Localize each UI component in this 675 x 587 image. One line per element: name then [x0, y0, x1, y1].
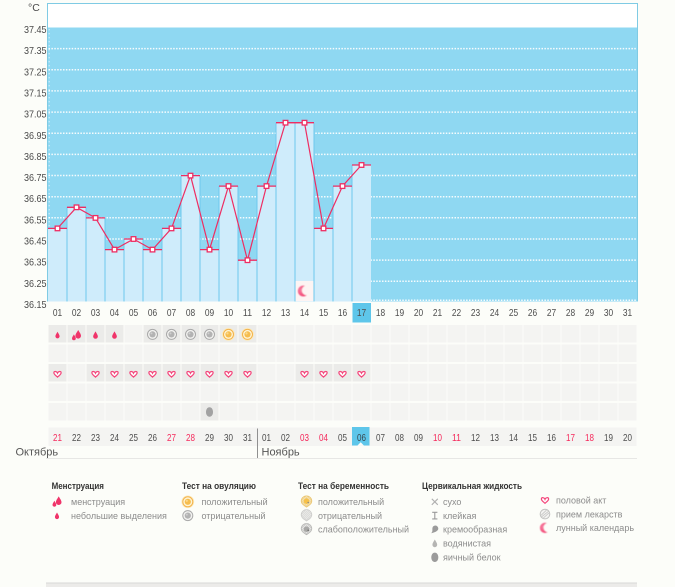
svg-text:07: 07 [376, 433, 385, 444]
svg-text:14: 14 [300, 308, 310, 319]
svg-text:17: 17 [566, 433, 575, 444]
svg-text:19: 19 [395, 308, 405, 319]
svg-text:28: 28 [186, 433, 195, 444]
svg-text:клейкая: клейкая [443, 511, 476, 521]
svg-text:36.95: 36.95 [24, 131, 47, 142]
svg-text:36.35: 36.35 [24, 258, 47, 269]
svg-text:05: 05 [338, 433, 347, 444]
svg-text:21: 21 [433, 308, 443, 319]
svg-text:12: 12 [262, 308, 272, 319]
svg-text:Тест на беременность: Тест на беременность [298, 481, 389, 491]
svg-text:29: 29 [205, 433, 214, 444]
svg-text:лунный календарь: лунный календарь [556, 523, 634, 533]
svg-text:26: 26 [528, 308, 538, 319]
svg-text:11: 11 [452, 433, 461, 444]
svg-text:15: 15 [528, 433, 537, 444]
svg-text:отрицательный: отрицательный [202, 511, 266, 521]
svg-text:10: 10 [433, 433, 442, 444]
svg-text:25: 25 [129, 433, 138, 444]
svg-text:13: 13 [490, 433, 499, 444]
svg-text:08: 08 [186, 308, 196, 319]
svg-text:отрицательный: отрицательный [318, 511, 382, 521]
svg-text:22: 22 [72, 433, 81, 444]
svg-text:21: 21 [53, 433, 62, 444]
svg-text:25: 25 [509, 308, 519, 319]
svg-text:23: 23 [471, 308, 481, 319]
svg-text:27: 27 [547, 308, 557, 319]
svg-text:Цервикальная жидкость: Цервикальная жидкость [422, 481, 522, 491]
svg-text:яичный белок: яичный белок [443, 552, 501, 562]
svg-text:37.35: 37.35 [24, 46, 47, 57]
svg-text:31: 31 [623, 308, 633, 319]
svg-text:24: 24 [490, 308, 500, 319]
svg-text:24: 24 [110, 433, 119, 444]
svg-text:06: 06 [148, 308, 158, 319]
svg-text:03: 03 [91, 308, 101, 319]
svg-text:02: 02 [281, 433, 290, 444]
svg-text:27: 27 [167, 433, 176, 444]
svg-text:36.45: 36.45 [24, 237, 47, 248]
svg-text:02: 02 [72, 308, 82, 319]
svg-text:09: 09 [414, 433, 423, 444]
svg-text:15: 15 [319, 308, 329, 319]
svg-text:11: 11 [243, 308, 253, 319]
svg-text:28: 28 [566, 308, 576, 319]
svg-text:18: 18 [585, 433, 594, 444]
svg-text:30: 30 [604, 308, 614, 319]
svg-text:30: 30 [224, 433, 233, 444]
svg-text:26: 26 [148, 433, 157, 444]
svg-text:°C: °C [28, 2, 40, 14]
svg-text:16: 16 [547, 433, 556, 444]
svg-text:прием лекарств: прием лекарств [556, 509, 623, 519]
svg-text:08: 08 [395, 433, 404, 444]
svg-text:Менструация: Менструация [52, 481, 104, 491]
svg-text:половой акт: половой акт [556, 496, 606, 506]
svg-text:13: 13 [281, 308, 291, 319]
svg-text:небольшие выделения: небольшие выделения [71, 511, 167, 521]
svg-text:04: 04 [319, 433, 328, 444]
svg-text:31: 31 [243, 433, 252, 444]
svg-text:04: 04 [110, 308, 120, 319]
svg-text:12: 12 [471, 433, 480, 444]
svg-text:19: 19 [604, 433, 613, 444]
svg-text:36.55: 36.55 [24, 215, 47, 226]
svg-text:сухо: сухо [443, 497, 461, 507]
svg-text:03: 03 [300, 433, 309, 444]
svg-text:Тест на овуляцию: Тест на овуляцию [182, 481, 256, 491]
svg-text:18: 18 [376, 308, 386, 319]
svg-text:29: 29 [585, 308, 595, 319]
svg-text:01: 01 [262, 433, 271, 444]
svg-text:36.25: 36.25 [24, 279, 47, 290]
svg-text:06: 06 [357, 433, 366, 444]
svg-text:37.05: 37.05 [24, 110, 47, 121]
svg-text:09: 09 [205, 308, 215, 319]
svg-text:Ноябрь: Ноябрь [262, 446, 300, 458]
svg-text:37.25: 37.25 [24, 67, 47, 78]
svg-text:положительный: положительный [318, 497, 384, 507]
svg-text:36.85: 36.85 [24, 152, 47, 163]
svg-text:17: 17 [357, 308, 367, 319]
svg-text:менструация: менструация [71, 497, 125, 507]
svg-text:22: 22 [452, 308, 462, 319]
svg-text:07: 07 [167, 308, 177, 319]
svg-text:36.65: 36.65 [24, 194, 47, 205]
svg-text:05: 05 [129, 308, 139, 319]
svg-text:16: 16 [338, 308, 348, 319]
svg-text:водянистая: водянистая [443, 539, 491, 549]
svg-text:23: 23 [91, 433, 100, 444]
svg-text:10: 10 [224, 308, 234, 319]
svg-text:слабоположительный: слабоположительный [318, 525, 409, 535]
svg-text:01: 01 [53, 308, 63, 319]
svg-text:положительный: положительный [202, 497, 268, 507]
svg-text:20: 20 [414, 308, 424, 319]
svg-text:20: 20 [623, 433, 632, 444]
svg-text:36.75: 36.75 [24, 173, 47, 184]
svg-text:37.45: 37.45 [24, 25, 47, 36]
svg-text:37.15: 37.15 [24, 88, 47, 99]
svg-text:Октябрь: Октябрь [16, 446, 59, 458]
svg-text:кремообразная: кремообразная [443, 525, 507, 535]
svg-text:14: 14 [509, 433, 518, 444]
svg-text:36.15: 36.15 [24, 300, 47, 311]
